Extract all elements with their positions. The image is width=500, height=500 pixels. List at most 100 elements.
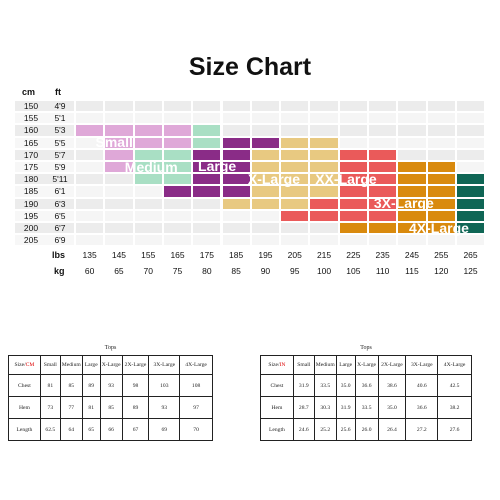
table-corner-cell: Size/CM [8,355,41,375]
size-label-xx-large: XX-Large [315,170,377,187]
table-header-cell: Large [81,355,101,375]
table-header-cell: 2X-Large [121,355,150,375]
grid-cell-empty [369,137,397,148]
size-cell-3x-large [427,223,455,234]
table-corner-cell: Size/IN [260,355,294,375]
size-cell-4x-large [456,223,485,234]
table-caption: Tops [104,345,117,351]
size-cell-3x-large [398,223,426,234]
size-cell-x-large [310,162,338,173]
weight-kg-label: 115 [405,266,419,277]
table-cell: 33.5 [354,396,379,419]
row-label-band [15,198,74,209]
table-cell: 97 [179,396,213,419]
size-cell-x-large [251,198,280,209]
grid-cell-empty [222,125,250,136]
height-cm-label: 185 [23,186,39,197]
grid-cell-empty [76,235,104,246]
weight-kg-label: 120 [434,266,449,277]
table-cell: 62.5 [39,418,61,441]
grid-cell-empty [222,223,250,234]
size-cell-medium [134,149,162,160]
size-label-medium: Medium [124,158,178,175]
table-header-cell: Medium [313,355,337,375]
table-cell: 73 [39,396,61,419]
grid-cell-empty [339,113,367,124]
grid-cell-empty [134,113,162,124]
grid-cell-empty [456,235,485,246]
size-cell-large [193,186,221,197]
table-cell: 66 [99,418,123,441]
row-label-band [15,125,74,136]
height-cm-label: 160 [23,125,39,136]
table-cell: 85 [99,396,123,419]
size-cell-x-large [310,149,338,160]
size-cell-xx-large [339,162,367,173]
grid-cell-empty [369,125,397,136]
size-cell-x-large [251,149,280,160]
height-cm-label: 200 [23,223,39,233]
row-label-band [15,235,74,246]
grid-cell-empty [76,210,104,221]
weight-lbs-label: 235 [375,250,390,261]
height-cm-label: 170 [23,149,39,160]
grid-cell-empty [193,198,221,209]
size-cell-medium [193,137,221,148]
table-cell: 85 [59,374,83,397]
table-row: Hem 28.7 30.3 31.9 33.5 35.0 36.6 38.2 [260,396,472,419]
size-cell-x-large [310,174,338,185]
size-cell-4x-large [456,210,485,221]
grid-cell-empty [134,223,162,234]
size-cell-xx-large [369,174,397,185]
grid-cell-empty [76,174,104,185]
grid-cell-empty [398,125,426,136]
grid-cell-empty [456,101,485,112]
grid-cell-empty [76,198,104,209]
height-ft-label: 6'9 [54,235,66,246]
row-label-band [15,137,74,148]
table-row: Chest 81 85 89 93 98 103 108 [8,374,213,397]
grid-cell-empty [76,186,104,197]
table-cell: 30.3 [313,396,337,419]
row-label-band [15,101,74,112]
grid-cell-empty [105,113,133,124]
grid-cell-empty [222,235,250,246]
height-ft-label: 6'1 [54,186,66,197]
height-ft-label: 5'1 [54,113,66,124]
size-cell-3x-large [427,186,455,197]
grid-cell-empty [76,101,104,112]
size-cell-xx-large [369,186,397,197]
grid-cell-empty [456,125,485,136]
size-cell-large [193,174,221,185]
height-ft-label: 6'3 [54,198,66,209]
table-header-cell: 3X-Large [148,355,181,375]
grid-cell-empty [251,101,280,112]
table-cell: 28.7 [292,396,315,419]
height-ft-label: 5'11 [52,174,68,185]
weight-lbs-label: 165 [170,250,185,261]
size-table: Size/CM Small Medium Large X-Large 2X-Large 3X… [8,355,213,441]
size-cell-x-large [281,186,309,197]
height-ft-label: 5'7 [54,149,66,160]
weight-lbs-label: 245 [404,250,420,261]
height-ft-label: 5'9 [54,162,66,172]
size-label-x-large: X-Large [247,170,300,187]
grid-cell-empty [105,210,133,221]
table-row: Length 62.5 64 65 66 67 69 70 [8,418,213,441]
grid-cell-empty [134,186,162,197]
grid-cell-empty [193,235,221,246]
grid-cell-empty [76,149,104,160]
grid-cell-empty [251,235,280,246]
grid-cell-empty [134,101,162,112]
row-label-band [15,149,74,160]
grid-cell-empty [339,137,367,148]
grid-cell-empty [105,186,133,197]
table-cell: 38.6 [377,374,407,397]
size-cell-large [193,162,221,173]
size-cell-xx-large [369,210,397,221]
table-cell: 26.4 [377,418,407,441]
grid-cell-empty [310,235,338,246]
weight-lbs-label: 135 [82,250,97,261]
row-label-band [15,223,74,234]
table-cell: 103 [148,374,181,397]
